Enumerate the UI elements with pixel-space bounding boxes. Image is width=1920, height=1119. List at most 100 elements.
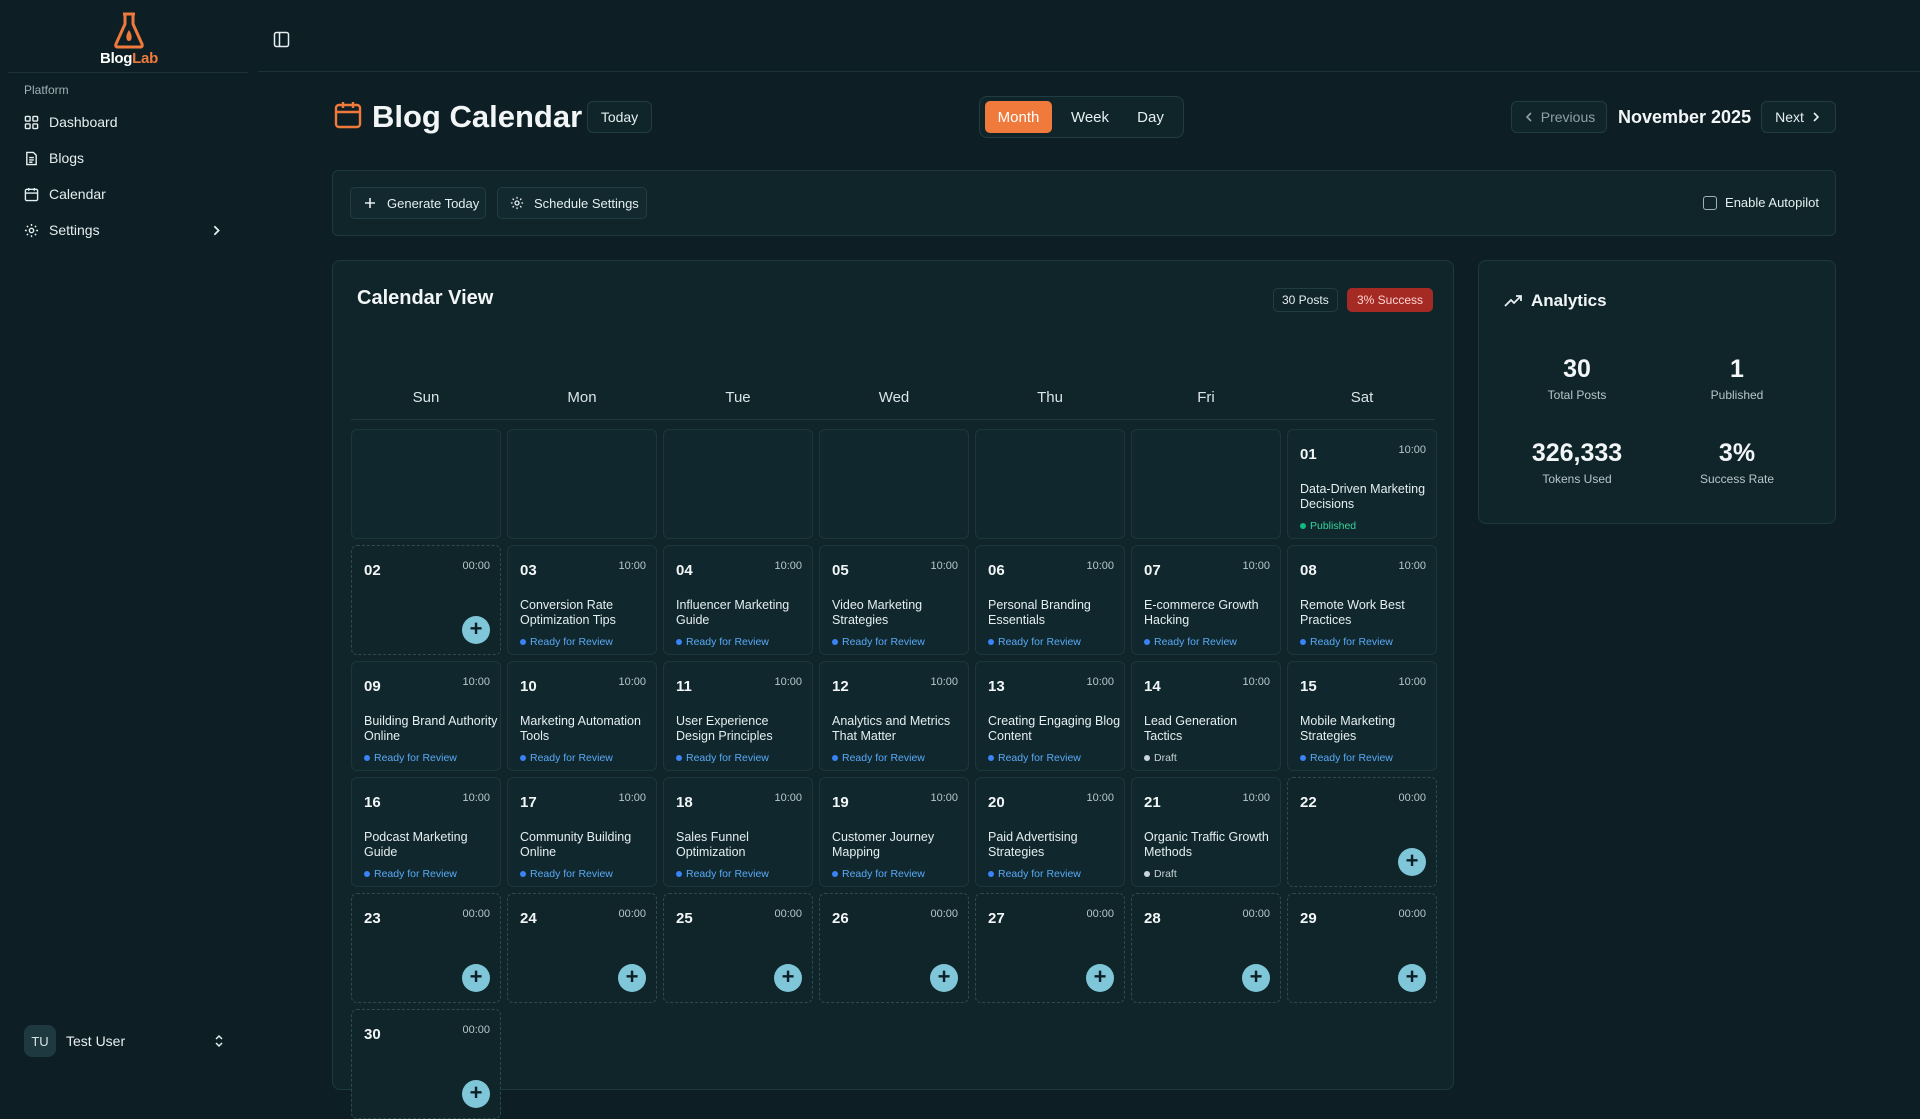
post-title[interactable]: Lead Generation Tactics xyxy=(1144,714,1238,743)
post-title[interactable]: Remote Work Best Practices xyxy=(1300,598,1405,627)
calendar-day-post[interactable]: 13 10:00 Creating Engaging Blog Content Rea… xyxy=(975,661,1125,771)
add-post-button[interactable]: + xyxy=(462,616,490,644)
post-title[interactable]: Personal Branding Essentials xyxy=(988,598,1091,627)
add-post-button[interactable]: + xyxy=(774,964,802,992)
calendar-day-post[interactable]: 05 10:00 Video Marketing Strategies Ready f… xyxy=(819,545,969,655)
status-dot-icon xyxy=(520,871,526,877)
add-post-button[interactable]: + xyxy=(1398,848,1426,876)
calendar-day-post[interactable]: 09 10:00 Building Brand Authority Online Re… xyxy=(351,661,501,771)
scheduled-time: 10:00 xyxy=(1398,676,1426,688)
header-divider xyxy=(258,71,1920,72)
user-menu[interactable]: TU Test User xyxy=(16,1024,238,1058)
calendar-day-post[interactable]: 04 10:00 Influencer Marketing Guide Ready f… xyxy=(663,545,813,655)
calendar-day-post[interactable]: 20 10:00 Paid Advertising Strategies Ready … xyxy=(975,777,1125,887)
calendar-day-empty[interactable]: 22 00:00 + xyxy=(1287,777,1437,887)
calendar-day-empty[interactable]: 28 00:00 + xyxy=(1131,893,1281,1003)
next-button[interactable]: Next xyxy=(1761,101,1836,133)
post-title[interactable]: User Experience Design Principles xyxy=(676,714,773,743)
post-title[interactable]: Analytics and Metrics That Matter xyxy=(832,714,951,743)
tab-week[interactable]: Week xyxy=(1070,108,1110,126)
day-number: 13 xyxy=(988,678,1005,695)
status-dot-icon xyxy=(832,755,838,761)
add-post-button[interactable]: + xyxy=(1398,964,1426,992)
post-status-badge: Ready for Review xyxy=(676,868,769,880)
calendar-day-empty[interactable]: 30 00:00 + xyxy=(351,1009,501,1119)
previous-button[interactable]: Previous xyxy=(1511,101,1607,133)
status-dot-icon xyxy=(832,639,838,645)
generate-today-button[interactable]: Generate Today xyxy=(350,187,486,219)
schedule-settings-button[interactable]: Schedule Settings xyxy=(497,187,647,219)
calendar-card: Calendar View 30 Posts 3% Success Sun Mo… xyxy=(332,260,1454,1119)
post-title[interactable]: Creating Engaging Blog Content xyxy=(988,714,1121,743)
sidebar-item-calendar[interactable]: Calendar xyxy=(16,179,238,209)
calendar-day-post[interactable]: 17 10:00 Community Building Online Ready fo… xyxy=(507,777,657,887)
tab-month[interactable]: Month xyxy=(985,101,1052,133)
calendar-day-post[interactable]: 08 10:00 Remote Work Best Practices Ready f… xyxy=(1287,545,1437,655)
status-label: Ready for Review xyxy=(374,868,457,880)
sidebar-item-settings[interactable]: Settings xyxy=(16,215,238,245)
calendar-day-post[interactable]: 16 10:00 Podcast Marketing Guide Ready for … xyxy=(351,777,501,887)
calendar-day-post[interactable]: 12 10:00 Analytics and Metrics That Matter… xyxy=(819,661,969,771)
post-title[interactable]: Video Marketing Strategies xyxy=(832,598,923,627)
post-title[interactable]: Podcast Marketing Guide xyxy=(364,830,468,859)
post-title[interactable]: Paid Advertising Strategies xyxy=(988,830,1078,859)
day-number: 02 xyxy=(364,562,381,579)
sidebar-item-dashboard[interactable]: Dashboard xyxy=(16,107,238,137)
scheduled-time: 10:00 xyxy=(774,792,802,804)
post-title[interactable]: E-commerce Growth Hacking xyxy=(1144,598,1259,627)
scheduled-time: 10:00 xyxy=(462,792,490,804)
today-button[interactable]: Today xyxy=(587,101,652,133)
day-number: 12 xyxy=(832,678,849,695)
scheduled-time: 10:00 xyxy=(618,560,646,572)
calendar-day-post[interactable]: 18 10:00 Sales Funnel Optimization Ready fo… xyxy=(663,777,813,887)
calendar-day-post[interactable]: 21 10:00 Organic Traffic Growth Methods Dra… xyxy=(1131,777,1281,887)
calendar-day-post[interactable]: 10 10:00 Marketing Automation Tools Ready f… xyxy=(507,661,657,771)
status-label: Ready for Review xyxy=(1310,752,1393,764)
post-title[interactable]: Data-Driven Marketing Decisions xyxy=(1300,482,1426,511)
add-post-button[interactable]: + xyxy=(462,964,490,992)
post-title[interactable]: Organic Traffic Growth Methods xyxy=(1144,830,1269,859)
add-post-button[interactable]: + xyxy=(1086,964,1114,992)
post-status-badge: Ready for Review xyxy=(1300,752,1393,764)
weekday-header: Tue xyxy=(725,389,751,406)
calendar-day-post[interactable]: 15 10:00 Mobile Marketing Strategies Ready … xyxy=(1287,661,1437,771)
calendar-day-empty[interactable]: 24 00:00 + xyxy=(507,893,657,1003)
sidebar-item-blogs[interactable]: Blogs xyxy=(16,143,238,173)
post-title[interactable]: Influencer Marketing Guide xyxy=(676,598,790,627)
calendar-day-empty[interactable]: 27 00:00 + xyxy=(975,893,1125,1003)
calendar-day-empty[interactable]: 29 00:00 + xyxy=(1287,893,1437,1003)
calendar-day-post[interactable]: 03 10:00 Conversion Rate Optimization Tips… xyxy=(507,545,657,655)
sidebar-item-label: Blogs xyxy=(49,150,85,166)
post-title[interactable]: Mobile Marketing Strategies xyxy=(1300,714,1396,743)
calendar-day-post[interactable]: 14 10:00 Lead Generation Tactics Draft xyxy=(1131,661,1281,771)
post-status-badge: Ready for Review xyxy=(520,636,613,648)
day-number: 08 xyxy=(1300,562,1317,579)
post-title[interactable]: Community Building Online xyxy=(520,830,632,859)
calendar-day-post[interactable]: 01 10:00 Data-Driven Marketing Decisions Pu… xyxy=(1287,429,1437,539)
calendar-day-empty[interactable]: 25 00:00 + xyxy=(663,893,813,1003)
calendar-day-post[interactable]: 11 10:00 User Experience Design Principles… xyxy=(663,661,813,771)
post-title[interactable]: Conversion Rate Optimization Tips xyxy=(520,598,616,627)
calendar-day-empty[interactable]: 23 00:00 + xyxy=(351,893,501,1003)
scheduled-time: 00:00 xyxy=(462,908,490,920)
calendar-day-empty[interactable]: 26 00:00 + xyxy=(819,893,969,1003)
add-post-button[interactable]: + xyxy=(930,964,958,992)
post-title[interactable]: Customer Journey Mapping xyxy=(832,830,935,859)
calendar-day-post[interactable]: 06 10:00 Personal Branding Essentials Ready… xyxy=(975,545,1125,655)
autopilot-toggle[interactable]: Enable Autopilot xyxy=(1703,195,1819,210)
add-post-button[interactable]: + xyxy=(1242,964,1270,992)
calendar-day-post[interactable]: 19 10:00 Customer Journey Mapping Ready for… xyxy=(819,777,969,887)
add-post-button[interactable]: + xyxy=(618,964,646,992)
app-logo[interactable]: BlogLab xyxy=(96,10,162,70)
autopilot-checkbox[interactable] xyxy=(1703,195,1718,210)
post-title[interactable]: Building Brand Authority Online xyxy=(364,714,498,743)
status-label: Ready for Review xyxy=(842,636,925,648)
scheduled-time: 10:00 xyxy=(462,676,490,688)
tab-day[interactable]: Day xyxy=(1137,108,1164,126)
sidebar-toggle-icon[interactable] xyxy=(273,31,290,48)
calendar-day-post[interactable]: 07 10:00 E-commerce Growth Hacking Ready fo… xyxy=(1131,545,1281,655)
add-post-button[interactable]: + xyxy=(462,1080,490,1108)
calendar-day-empty[interactable]: 02 00:00 + xyxy=(351,545,501,655)
post-title[interactable]: Sales Funnel Optimization xyxy=(676,830,749,859)
post-title[interactable]: Marketing Automation Tools xyxy=(520,714,641,743)
